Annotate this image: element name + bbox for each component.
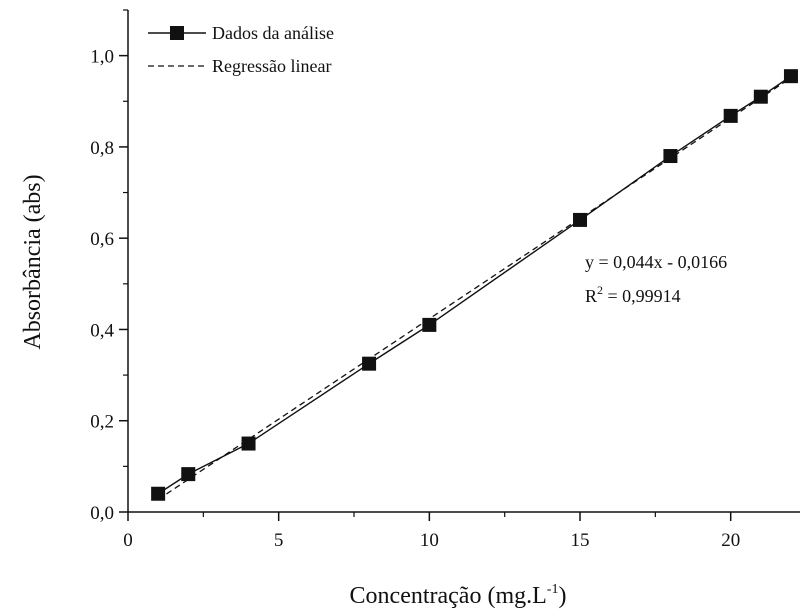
axes-layer — [127, 10, 800, 513]
x-axis-title: Concentração (mg.L-1) — [350, 582, 567, 609]
data-point — [573, 212, 588, 227]
data-point — [783, 69, 798, 84]
regression-layer — [157, 77, 792, 501]
x-tick-label: 0 — [123, 530, 133, 551]
x-tick-label: 10 — [420, 530, 439, 551]
y-tick-label: 0,2 — [90, 412, 114, 433]
data-point — [753, 89, 768, 104]
legend: Dados da análise Regressão linear — [148, 23, 334, 76]
data-point — [723, 108, 738, 123]
y-tick-label: 0,8 — [90, 138, 114, 159]
data-point — [181, 467, 196, 482]
plot-area — [128, 10, 800, 512]
legend-marker-dados — [170, 26, 184, 40]
data-point — [422, 317, 437, 332]
regression-annotation: y = 0,044x - 0,0166 R2 = 0,99914 — [585, 252, 727, 306]
y-tick-label: 0,6 — [90, 229, 114, 250]
regression-equation: y = 0,044x - 0,0166 — [585, 252, 727, 272]
data-point — [151, 486, 166, 501]
x-tick-label: 20 — [721, 530, 740, 551]
y-tick-label: 0,4 — [90, 320, 114, 341]
r-squared: R2 = 0,99914 — [585, 283, 681, 306]
data-layer — [151, 69, 798, 501]
regression-line — [157, 77, 792, 501]
data-point — [241, 436, 256, 451]
x-tick-label: 15 — [571, 530, 590, 551]
ticks-layer: 0 5 10 15 20 0,0 0,2 0,4 0,6 0,8 1,0 — [90, 9, 740, 551]
legend-label-regressao: Regressão linear — [212, 56, 331, 76]
legend-label-dados: Dados da análise — [212, 23, 334, 43]
y-tick-label: 1,0 — [90, 47, 114, 68]
x-tick-label: 5 — [274, 530, 284, 551]
y-axis-title: Absorbância (abs) — [20, 174, 46, 349]
data-point — [663, 149, 678, 164]
data-series-line — [157, 75, 792, 495]
data-point — [362, 356, 377, 371]
y-tick-label: 0,0 — [90, 503, 114, 524]
